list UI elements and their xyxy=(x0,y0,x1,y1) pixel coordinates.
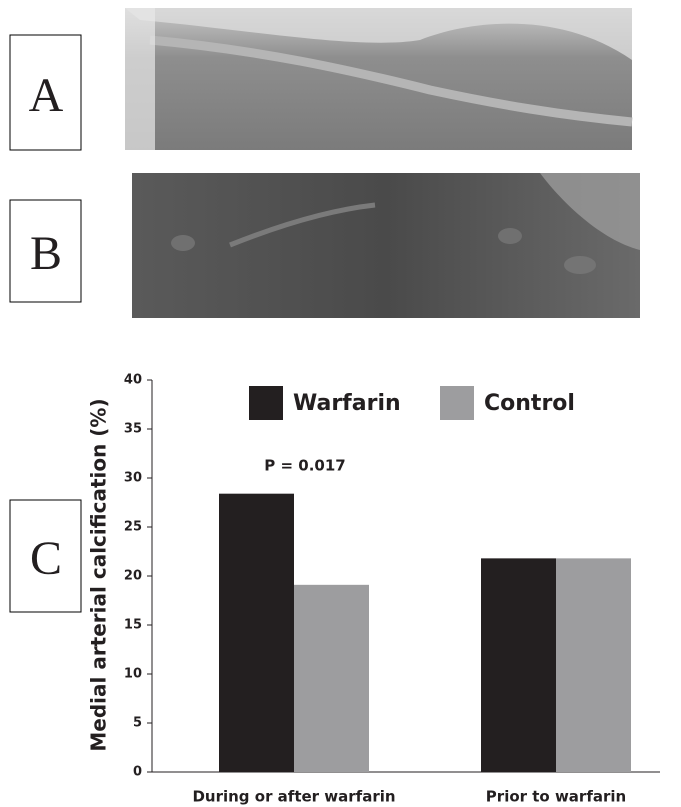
x-tick-label: Prior to warfarin xyxy=(486,788,626,806)
y-tick-label: 20 xyxy=(124,569,142,584)
y-tick-label: 10 xyxy=(124,667,142,682)
legend-label: Control xyxy=(484,391,575,416)
panel-label: C xyxy=(30,532,62,585)
legend-label: Warfarin xyxy=(293,391,401,416)
y-tick-label: 0 xyxy=(133,765,142,780)
bar xyxy=(219,494,294,772)
bar xyxy=(556,558,631,772)
legend-swatch xyxy=(440,386,474,420)
y-tick-label: 30 xyxy=(124,471,142,486)
panel-label: B xyxy=(30,227,62,280)
y-tick-label: 5 xyxy=(133,716,142,731)
x-tick-label: During or after warfarin xyxy=(192,788,395,806)
bar xyxy=(481,558,556,772)
y-tick-label: 40 xyxy=(124,373,142,388)
bar xyxy=(294,585,369,772)
y-tick-label: 15 xyxy=(124,618,142,633)
y-axis-title: Medial arterial calcification (%) xyxy=(87,398,111,751)
plot: 0 5 10 15 20 25 30 35 40 During or after warfarin… xyxy=(124,373,660,806)
y-tick-label: 35 xyxy=(124,422,142,437)
xray-image-b xyxy=(132,173,640,318)
panel-label: A xyxy=(29,69,64,122)
xray-image-a xyxy=(125,8,632,150)
y-tick-label: 25 xyxy=(124,520,142,535)
annotation: P = 0.017 xyxy=(264,457,345,475)
figure: A B C Medial arterial calcification (%) … xyxy=(0,0,681,807)
legend-swatch xyxy=(249,386,283,420)
